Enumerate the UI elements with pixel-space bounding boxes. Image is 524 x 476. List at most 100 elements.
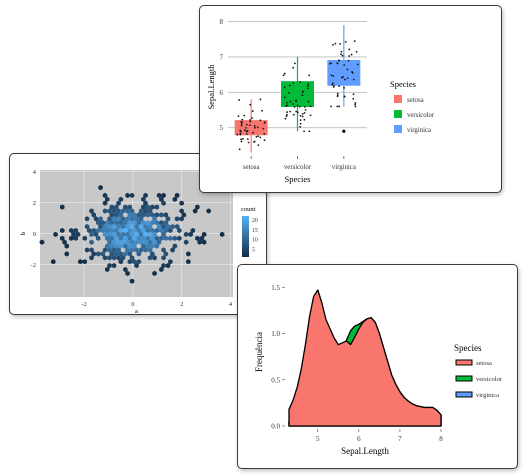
- hex-bin: [147, 208, 153, 214]
- hex-bin: [111, 255, 117, 261]
- hex-bin: [105, 243, 110, 249]
- hex-bin: [120, 255, 126, 261]
- hex-bin: [116, 216, 121, 222]
- hex-bin: [179, 208, 184, 214]
- hex-bin: [105, 227, 110, 234]
- jitter-point: [292, 82, 295, 85]
- hex-bin: [123, 243, 128, 249]
- hex-bin: [129, 278, 135, 284]
- hex-bin: [107, 247, 112, 253]
- hex-bin: [143, 200, 148, 206]
- jitter-point: [283, 96, 286, 99]
- legend-label-versicolor: versicolor: [407, 112, 435, 119]
- hex-bin: [114, 235, 119, 241]
- hex-bin: [141, 204, 146, 210]
- jitter-point: [259, 119, 262, 122]
- hex-bin: [109, 212, 115, 218]
- hex-bin: [60, 235, 65, 241]
- hex-bin: [132, 259, 137, 265]
- hex-bin: [102, 247, 108, 253]
- box-virginica: [327, 59, 361, 86]
- hex-bin: [168, 235, 173, 241]
- hex-bin: [129, 239, 135, 245]
- hex-bin: [141, 196, 146, 202]
- hex-bin: [152, 216, 157, 222]
- hex-bin: [177, 227, 182, 234]
- hex-bin: [118, 243, 124, 249]
- hex-bin: [114, 251, 119, 257]
- jitter-point: [284, 117, 287, 120]
- hex-bin: [201, 231, 207, 237]
- hex-bin: [60, 204, 65, 210]
- jitter-point: [259, 98, 262, 101]
- jitter-point: [299, 81, 302, 83]
- jitter-point: [353, 40, 356, 42]
- hex-bin: [177, 235, 182, 241]
- hex-bin: [195, 235, 200, 241]
- hex-bin: [179, 200, 184, 206]
- hex-bin: [125, 208, 130, 214]
- hex-bin: [127, 212, 133, 218]
- jitter-point: [338, 85, 341, 87]
- jitter-point: [340, 53, 342, 56]
- hex-bin: [109, 243, 115, 249]
- hex-bin: [107, 216, 112, 222]
- jitter-point: [346, 68, 349, 71]
- hex-bin: [152, 255, 157, 261]
- jitter-point: [354, 105, 357, 108]
- hex-bin: [91, 212, 96, 218]
- legend-tick-label: 10: [252, 238, 258, 244]
- jitter-point: [240, 124, 243, 127]
- hex-bin: [118, 235, 124, 241]
- jitter-point: [307, 83, 310, 85]
- jitter-point: [240, 121, 243, 123]
- hex-bin: [138, 247, 144, 253]
- hex-bin: [116, 224, 121, 230]
- jitter-point: [301, 94, 304, 96]
- legend-label-virginica: virginica: [407, 127, 431, 134]
- hex-bin: [64, 251, 69, 257]
- legend-swatch-virginica: [394, 125, 402, 133]
- jitter-point: [289, 84, 291, 87]
- jitter-point: [246, 129, 249, 132]
- hex-bin: [93, 231, 99, 237]
- jitter-point: [299, 122, 302, 125]
- hex-bin: [161, 200, 166, 206]
- hex-bin: [147, 247, 153, 253]
- hex-bin: [123, 251, 128, 257]
- jitter-point: [245, 126, 247, 129]
- hex-bin: [147, 231, 153, 237]
- hex-bin: [150, 251, 155, 257]
- hex-bin: [98, 185, 103, 191]
- hex-bin: [145, 220, 151, 226]
- hex-bin: [91, 251, 96, 257]
- jitter-point: [257, 144, 260, 147]
- jitter-point: [338, 105, 341, 108]
- hex-bin: [150, 204, 155, 210]
- hex-bin: [219, 231, 225, 237]
- hex-bin: [111, 224, 117, 230]
- jitter-point: [247, 141, 250, 144]
- hex-bin: [154, 235, 160, 241]
- jitter-point: [251, 110, 254, 112]
- hex-bin: [147, 239, 153, 245]
- hex-bin: [138, 216, 144, 222]
- outlier-point: [342, 129, 346, 133]
- legend-label-virginica: virginica: [476, 392, 499, 399]
- legend-swatch-setosa: [455, 359, 473, 366]
- hex-bin: [73, 235, 78, 241]
- hex-bin: [116, 231, 121, 237]
- hex-bin: [127, 235, 133, 241]
- jitter-point: [242, 137, 244, 140]
- hex-bin: [102, 208, 108, 214]
- hex-bin: [145, 243, 151, 249]
- hex-bin: [98, 224, 103, 230]
- jitter-point: [303, 112, 306, 114]
- jitter-point: [295, 99, 297, 102]
- hex-bin: [96, 235, 101, 241]
- hex-bin: [147, 255, 153, 261]
- hex-bin: [172, 235, 178, 241]
- legend-title: Species: [454, 343, 482, 353]
- boxplot-chart: 5 6 7 8 setosa versicolor virginica Species Sepa…: [206, 18, 435, 184]
- hex-bin: [154, 243, 160, 249]
